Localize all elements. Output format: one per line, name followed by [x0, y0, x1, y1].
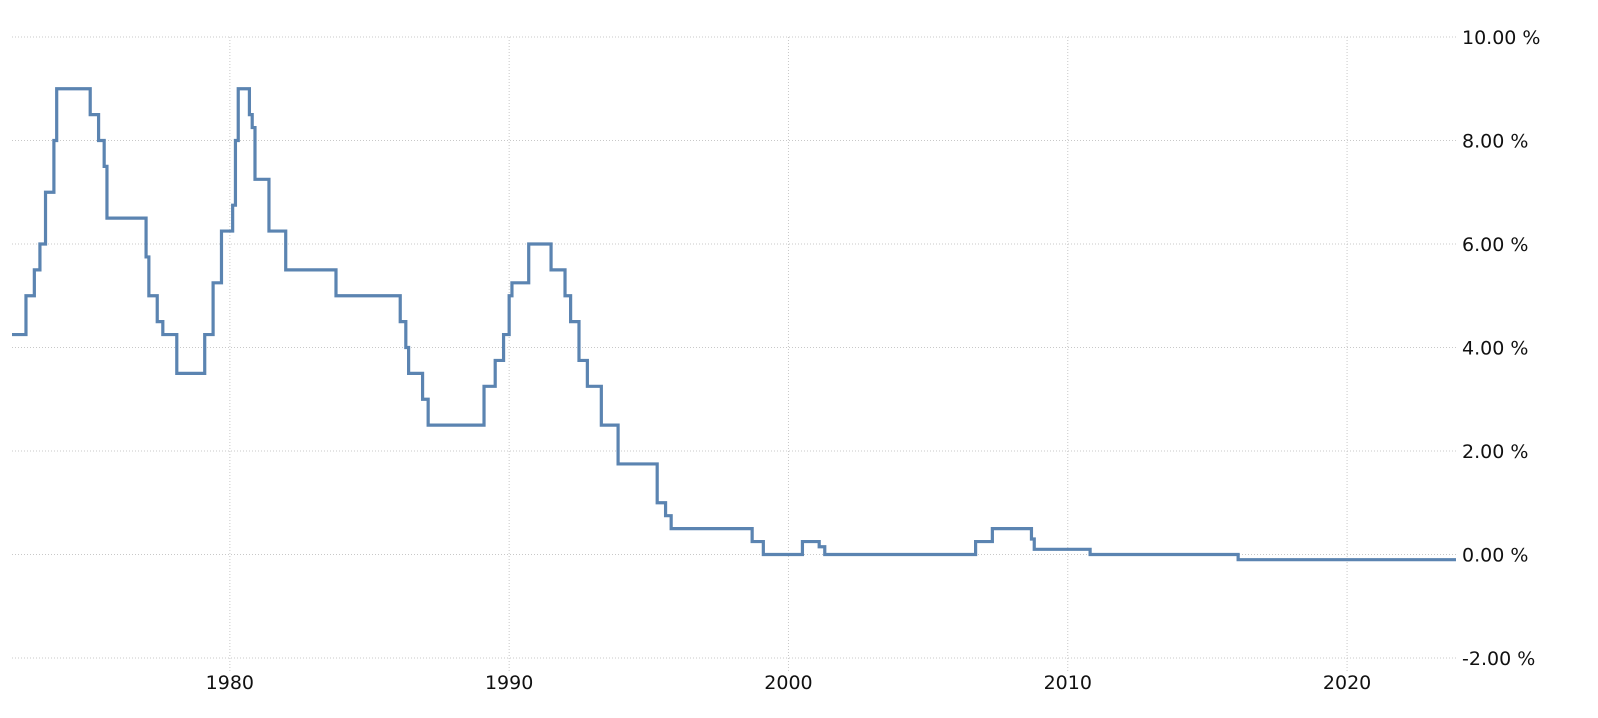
y-tick-label: -2.00 %	[1462, 648, 1535, 670]
horizontal-gridlines	[12, 36, 1456, 659]
y-tick-label: 4.00 %	[1462, 338, 1528, 360]
x-tick-label: 1980	[206, 672, 254, 694]
series-layer	[12, 87, 1456, 562]
series-line-0	[12, 87, 1456, 562]
y-tick-label: 2.00 %	[1462, 441, 1528, 463]
y-tick-label: 8.00 %	[1462, 131, 1528, 153]
y-tick-label: 10.00 %	[1462, 27, 1541, 49]
y-axis-tick-labels: 10.00 % 8.00 % 6.00 % 4.00 % 2.00 % 0.00 % -2.…	[1462, 27, 1541, 670]
x-axis-tick-labels: 1980 1990 2000 2010 2020	[206, 672, 1372, 694]
x-tick-label: 2010	[1044, 672, 1092, 694]
y-tick-label: 0.00 %	[1462, 545, 1528, 567]
vertical-gridlines	[229, 37, 1348, 672]
y-tick-label: 6.00 %	[1462, 234, 1528, 256]
x-tick-label: 2020	[1323, 672, 1371, 694]
x-tick-label: 1990	[485, 672, 533, 694]
x-tick-label: 2000	[764, 672, 812, 694]
